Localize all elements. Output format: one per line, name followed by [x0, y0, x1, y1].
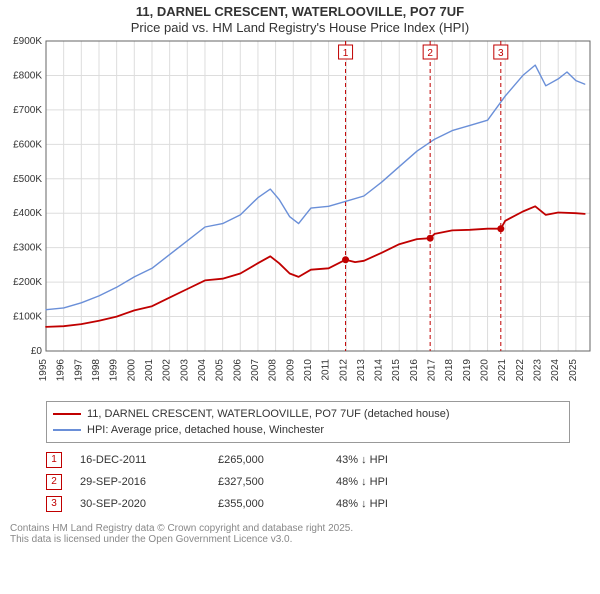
svg-text:£0: £0 — [31, 346, 43, 357]
sale-date: 29-SEP-2016 — [80, 476, 200, 488]
legend-row: 11, DARNEL CRESCENT, WATERLOOVILLE, PO7 … — [53, 406, 563, 422]
svg-text:1997: 1997 — [73, 359, 84, 382]
svg-text:2012: 2012 — [338, 359, 349, 382]
svg-text:2015: 2015 — [391, 359, 402, 382]
svg-text:2010: 2010 — [303, 359, 314, 382]
svg-text:2011: 2011 — [321, 359, 332, 381]
sale-date: 30-SEP-2020 — [80, 498, 200, 510]
footnote: Contains HM Land Registry data © Crown c… — [10, 523, 590, 545]
svg-text:2007: 2007 — [250, 359, 261, 382]
svg-text:1996: 1996 — [56, 359, 67, 382]
title-subtitle: Price paid vs. HM Land Registry's House … — [0, 20, 600, 35]
svg-text:£800K: £800K — [13, 70, 42, 81]
legend: 11, DARNEL CRESCENT, WATERLOOVILLE, PO7 … — [46, 401, 570, 443]
svg-text:2017: 2017 — [427, 359, 438, 382]
svg-text:2003: 2003 — [179, 359, 190, 382]
legend-label: HPI: Average price, detached house, Winc… — [87, 424, 324, 436]
svg-text:2016: 2016 — [409, 359, 420, 382]
footnote-line1: Contains HM Land Registry data © Crown c… — [10, 523, 590, 534]
svg-text:2006: 2006 — [232, 359, 243, 382]
svg-text:£200K: £200K — [13, 277, 42, 288]
sale-marker-box: 1 — [46, 452, 62, 468]
svg-text:2019: 2019 — [462, 359, 473, 382]
legend-label: 11, DARNEL CRESCENT, WATERLOOVILLE, PO7 … — [87, 408, 450, 420]
svg-text:£400K: £400K — [13, 208, 42, 219]
legend-row: HPI: Average price, detached house, Winc… — [53, 422, 563, 438]
svg-text:£100K: £100K — [13, 312, 42, 323]
svg-text:2013: 2013 — [356, 359, 367, 382]
svg-text:£300K: £300K — [13, 243, 42, 254]
sale-price: £265,000 — [218, 454, 318, 466]
svg-text:£500K: £500K — [13, 174, 42, 185]
svg-text:1998: 1998 — [91, 359, 102, 382]
svg-text:2001: 2001 — [144, 359, 155, 382]
sales-row: 2 29-SEP-2016 £327,500 48% ↓ HPI — [46, 471, 556, 493]
svg-text:2004: 2004 — [197, 359, 208, 382]
sale-date: 16-DEC-2011 — [80, 454, 200, 466]
title-address: 11, DARNEL CRESCENT, WATERLOOVILLE, PO7 … — [0, 4, 600, 19]
sale-marker-box: 3 — [46, 496, 62, 512]
svg-text:2008: 2008 — [268, 359, 279, 382]
svg-text:2014: 2014 — [374, 359, 385, 382]
sale-diff: 48% ↓ HPI — [336, 476, 456, 488]
sale-marker-box: 2 — [46, 474, 62, 490]
svg-text:2025: 2025 — [568, 359, 579, 382]
svg-text:1995: 1995 — [38, 359, 49, 382]
svg-text:£600K: £600K — [13, 139, 42, 150]
svg-text:2023: 2023 — [533, 359, 544, 382]
svg-text:1: 1 — [343, 48, 349, 59]
footnote-line2: This data is licensed under the Open Gov… — [10, 534, 590, 545]
sale-price: £355,000 — [218, 498, 318, 510]
svg-text:2002: 2002 — [162, 359, 173, 382]
chart-titles: 11, DARNEL CRESCENT, WATERLOOVILLE, PO7 … — [0, 4, 600, 35]
chart-area: £0 £100K £200K £300K £400K £500K £600K £700K £80… — [0, 35, 600, 395]
chart-svg: £0 £100K £200K £300K £400K £500K £600K £700K £80… — [0, 35, 600, 395]
svg-text:£700K: £700K — [13, 105, 42, 116]
svg-text:2005: 2005 — [215, 359, 226, 382]
svg-text:2022: 2022 — [515, 359, 526, 382]
legend-swatch — [53, 429, 81, 431]
svg-text:3: 3 — [498, 48, 504, 59]
sales-table: 1 16-DEC-2011 £265,000 43% ↓ HPI 2 29-SEP-201… — [46, 449, 556, 515]
sale-diff: 43% ↓ HPI — [336, 454, 456, 466]
svg-text:2018: 2018 — [444, 359, 455, 382]
sales-row: 1 16-DEC-2011 £265,000 43% ↓ HPI — [46, 449, 556, 471]
svg-text:2009: 2009 — [285, 359, 296, 382]
svg-text:2021: 2021 — [497, 359, 508, 382]
legend-swatch — [53, 413, 81, 415]
sales-row: 3 30-SEP-2020 £355,000 48% ↓ HPI — [46, 493, 556, 515]
svg-text:2020: 2020 — [480, 359, 491, 382]
svg-text:1999: 1999 — [109, 359, 120, 382]
svg-text:2: 2 — [427, 48, 433, 59]
svg-text:2000: 2000 — [126, 359, 137, 382]
sale-diff: 48% ↓ HPI — [336, 498, 456, 510]
svg-text:£900K: £900K — [13, 36, 42, 47]
svg-text:2024: 2024 — [550, 359, 561, 382]
sale-price: £327,500 — [218, 476, 318, 488]
